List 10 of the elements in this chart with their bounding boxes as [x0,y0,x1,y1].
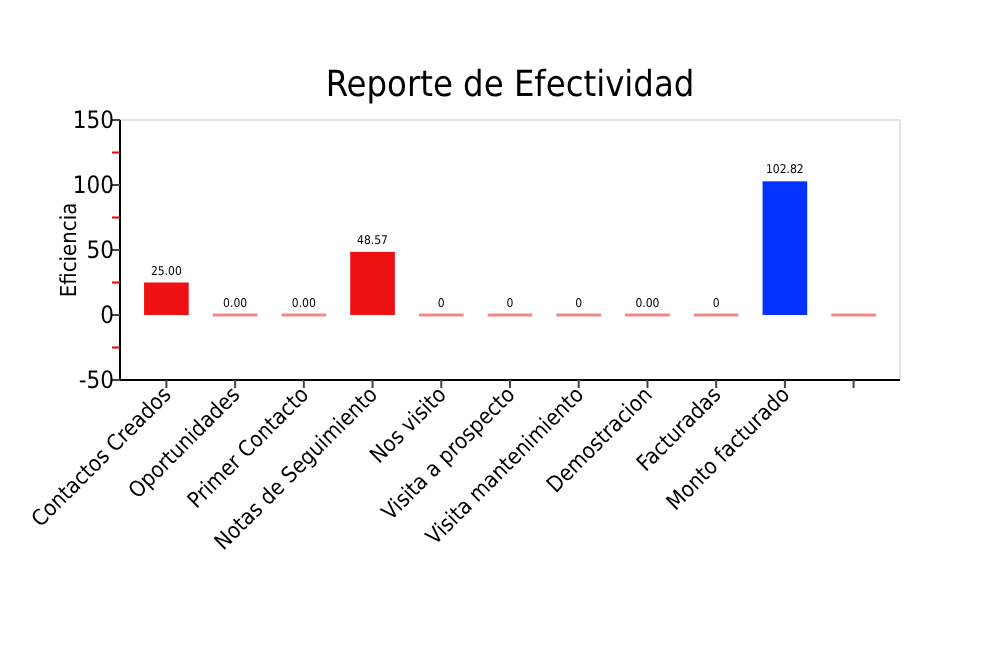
y-tick-label: -50 [78,366,115,395]
y-axis-title: Eficiencia [56,202,82,298]
y-tick-label: 0 [100,301,115,330]
bar [144,282,189,315]
bar [350,251,395,315]
y-tick-label: 100 [72,171,115,200]
y-tick-label: 150 [72,106,115,135]
y-tick-label: 50 [86,236,115,265]
chart-title: Reporte de Efectividad [325,64,695,106]
bar [762,181,808,315]
